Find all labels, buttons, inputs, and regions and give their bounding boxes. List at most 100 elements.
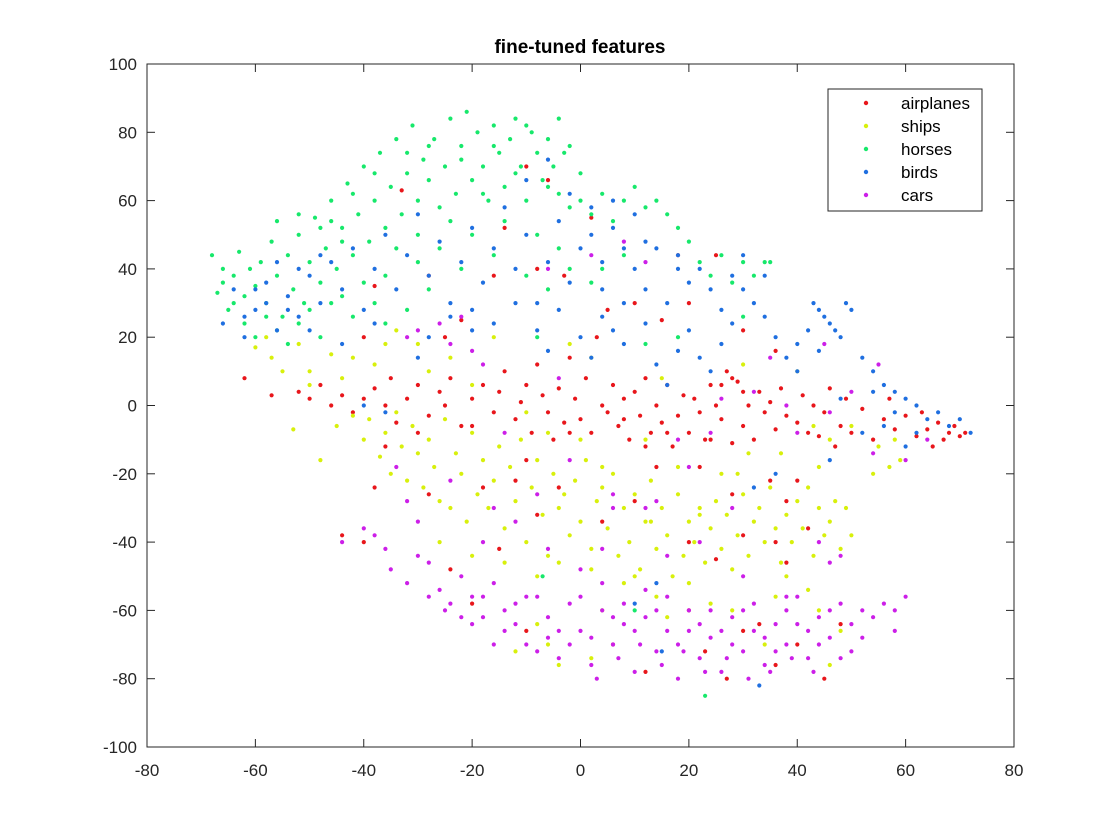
point-cars [643,587,648,593]
point-cars [610,642,616,647]
point-birds [426,335,431,340]
point-cars [724,656,729,661]
point-ships [730,608,735,613]
point-ships [470,382,475,388]
point-cars [849,389,854,394]
point-birds [892,389,897,394]
point-horses [220,280,225,285]
point-horses [372,171,377,176]
point-cars [372,533,377,538]
points-layer [209,109,973,698]
point-ships [773,594,778,599]
point-birds [719,307,724,312]
point-airplanes [849,430,854,435]
point-ships [892,437,897,442]
point-horses [432,137,437,142]
point-cars [470,594,475,599]
point-cars [388,567,393,572]
point-cars [502,430,507,435]
point-airplanes [399,188,404,193]
point-airplanes [692,396,697,401]
point-horses [242,294,247,299]
point-horses [459,143,464,149]
point-birds [513,301,518,306]
point-cars [442,608,448,613]
point-birds [231,287,236,292]
point-cars [654,649,659,654]
point-airplanes [838,622,843,627]
point-airplanes [372,283,377,289]
point-cars [459,314,464,319]
point-horses [540,178,545,183]
point-airplanes [686,430,692,435]
point-airplanes [914,434,919,439]
point-ships [713,499,719,504]
point-airplanes [784,560,789,565]
point-horses [345,181,350,186]
point-airplanes [556,386,561,391]
point-birds [545,348,551,353]
point-cars [448,601,453,606]
point-birds [914,403,919,408]
point-cars [480,594,486,599]
point-ships [415,451,420,456]
point-birds [822,314,827,319]
y-tick-label: 20 [118,328,137,347]
point-horses [621,253,627,258]
point-cars [838,601,843,606]
series-horses [209,109,773,698]
point-ships [421,485,426,490]
point-ships [545,553,551,558]
point-horses [719,253,724,258]
point-cars [610,615,616,620]
point-airplanes [730,441,735,446]
point-cars [502,628,507,634]
point-horses [329,198,334,203]
point-ships [556,560,561,565]
point-cars [903,458,908,463]
point-horses [361,280,366,285]
point-cars [762,662,767,668]
point-airplanes [610,382,616,388]
point-airplanes [318,382,323,388]
point-airplanes [518,400,524,405]
point-airplanes [708,382,713,388]
point-horses [405,307,410,312]
point-cars [881,601,887,606]
point-horses [551,164,556,169]
point-cars [643,260,648,265]
point-airplanes [730,492,735,497]
point-airplanes [307,396,312,401]
point-ships [778,451,784,456]
point-horses [383,273,388,278]
point-birds [394,287,399,292]
point-ships [751,519,757,524]
point-birds [535,328,540,333]
point-horses [274,273,280,278]
point-airplanes [816,434,822,439]
point-cars [681,649,686,654]
point-birds [318,253,323,258]
point-ships [329,352,334,357]
point-horses [708,273,713,278]
point-birds [296,314,301,319]
point-airplanes [578,417,583,422]
point-birds [502,205,507,210]
point-airplanes [946,430,952,435]
point-horses [231,273,236,278]
point-airplanes [795,478,800,483]
point-cars [535,649,540,654]
point-birds [881,382,887,388]
point-airplanes [768,400,773,405]
point-horses [405,171,410,176]
point-airplanes [762,410,767,415]
point-birds [795,341,800,347]
point-birds [654,581,659,586]
point-airplanes [822,676,827,681]
point-ships [535,458,540,463]
point-cars [697,656,702,661]
point-ships [291,427,296,432]
point-ships [551,471,556,476]
point-airplanes [405,396,410,401]
point-cars [502,608,507,613]
